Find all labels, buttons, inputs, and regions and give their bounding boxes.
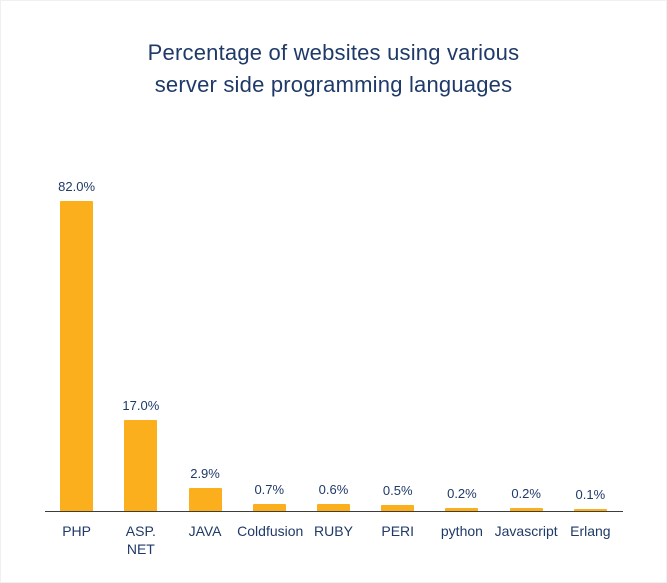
bar-value-label: 0.6% — [318, 482, 349, 498]
bar-value-label: 82.0% — [58, 179, 96, 194]
bar-column: 17.0% — [109, 398, 173, 511]
bar-column: 2.9% — [173, 466, 237, 511]
x-axis-label: PHP — [62, 523, 91, 539]
x-axis-label: Coldfusion — [237, 523, 304, 539]
bar-value-label: 0.7% — [254, 481, 285, 497]
chart-title: Percentage of websites using various ser… — [147, 40, 520, 97]
x-axis-label: ASP. NET — [125, 523, 156, 557]
bar — [509, 508, 543, 511]
x-axis-label: python — [440, 523, 483, 539]
x-axis-label: JAVA — [188, 523, 222, 539]
bar-column: 0.6% — [301, 482, 365, 511]
bar — [316, 504, 350, 511]
bar-value-label: 0.1% — [575, 487, 606, 503]
bar-column: 0.7% — [237, 481, 301, 511]
bar — [188, 488, 222, 511]
bar — [445, 508, 479, 511]
x-axis-label: RUBY — [314, 523, 353, 539]
bar-value-label: 17.0% — [122, 398, 160, 414]
x-axis-label: PERI — [381, 523, 415, 539]
bar — [252, 503, 286, 511]
bar — [124, 420, 158, 511]
bar-value-label: 0.5% — [382, 483, 413, 499]
bar — [381, 505, 415, 511]
bar-value-label: 2.9% — [190, 466, 220, 482]
bar-column: 0.5% — [366, 483, 430, 511]
x-axis-labels: PHP ASP. NET JAVA Coldfusion RUBY PERI python J… — [45, 512, 623, 558]
plot-area: 82.0% 17.0% 2.9% 0.7% 0.6% 0.5% 0.2% 0.2% 0.1% — [44, 179, 623, 512]
bar-column: 0.1% — [558, 487, 622, 511]
bar-column: 82.0% — [45, 179, 109, 511]
bar — [573, 509, 607, 511]
bar-value-label: 0.2% — [511, 486, 541, 502]
bar-column: 0.2% — [494, 486, 558, 511]
x-axis-label: Erlang — [570, 523, 611, 539]
x-axis-label: Javascript — [494, 523, 558, 539]
bar-column: 0.2% — [430, 486, 494, 511]
bar-value-label: 0.2% — [447, 486, 477, 502]
bar — [60, 201, 94, 511]
bar-chart: 82.0% 17.0% 2.9% 0.7% 0.6% 0.5% 0.2% 0.2% 0.1% P… — [44, 179, 623, 558]
